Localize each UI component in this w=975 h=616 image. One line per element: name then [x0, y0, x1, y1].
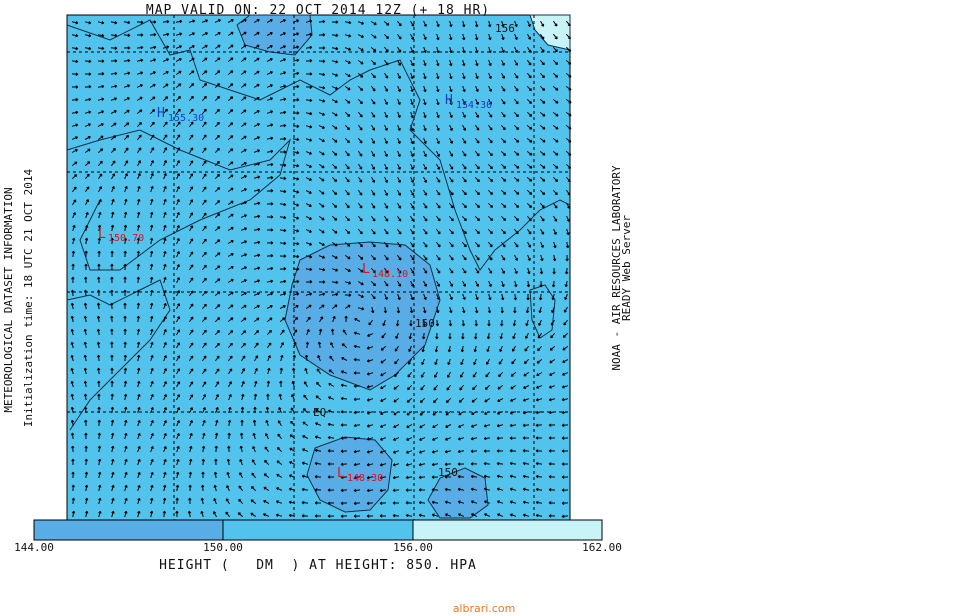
contour-label: 156 — [495, 22, 515, 35]
contour-label: 150 — [438, 466, 458, 479]
colorbar-label: 150.00 — [203, 541, 243, 554]
low-value: 148.10 — [372, 269, 408, 280]
coastline — [66, 19, 571, 271]
colorbar-segment — [222, 519, 414, 541]
caption: HEIGHT ( DM ) AT HEIGHT: 850. HPA — [159, 558, 477, 573]
low-area — [306, 436, 393, 513]
low-area — [284, 241, 441, 391]
colorbar-label: 156.00 — [393, 541, 433, 554]
grid — [67, 15, 570, 520]
low-symbol: L — [337, 466, 345, 481]
clip: READY Web Server — [620, 215, 633, 321]
equator-label: EQ — [313, 406, 326, 419]
coastline — [66, 279, 171, 431]
high-symbol: H — [157, 106, 165, 121]
side-text: METEOROLOGICAL DATASET INFORMATION — [2, 187, 15, 412]
side-text: READY Web Server — [620, 215, 633, 321]
wind-arrows — [70, 19, 572, 519]
high-value: 154.30 — [456, 100, 492, 111]
high-value: 155.30 — [168, 113, 204, 124]
colorbar-segment — [412, 519, 603, 541]
low-area — [427, 467, 489, 519]
high-symbol: H — [445, 93, 453, 108]
contour-label: 150 — [415, 317, 435, 330]
coastline — [66, 129, 292, 271]
low-area — [236, 14, 313, 56]
low-symbol: L — [98, 227, 106, 242]
colorbar-label: 144.00 — [14, 541, 54, 554]
watermark: albrari.com — [453, 602, 516, 615]
low-symbol: L — [362, 262, 370, 277]
title: MAP VALID ON: 22 OCT 2014 12Z (+ 18 HR) — [146, 3, 490, 18]
colorbar-label: 162.00 — [582, 541, 622, 554]
side-text: Initialization time: 18 UTC 21 OCT 2014 — [22, 168, 35, 427]
low-value: 148.30 — [347, 473, 383, 484]
coastline — [529, 284, 556, 339]
colorbar-segment — [33, 519, 224, 541]
side-text: NOAA - AIR RESOURCES LABORATORY — [610, 165, 623, 371]
low-value: 150.70 — [108, 233, 144, 244]
